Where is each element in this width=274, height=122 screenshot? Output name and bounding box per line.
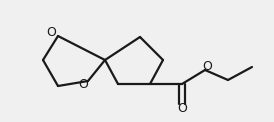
Text: O: O (177, 102, 187, 116)
Text: O: O (46, 25, 56, 39)
Text: O: O (202, 60, 212, 72)
Text: O: O (78, 78, 88, 92)
